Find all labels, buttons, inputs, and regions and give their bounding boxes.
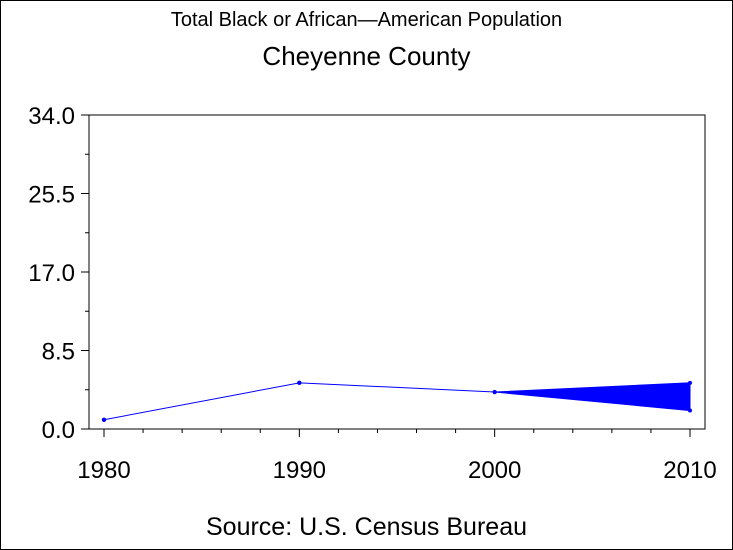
y-tick-label: 17.0 — [28, 260, 75, 287]
y-tick-label: 34.0 — [28, 103, 75, 130]
x-tick-label: 2000 — [468, 457, 521, 484]
plot-area — [88, 114, 706, 430]
y-tick-label: 25.5 — [28, 182, 75, 209]
data-point — [101, 417, 107, 422]
range-point-high — [688, 380, 692, 385]
x-tick-label: 1990 — [273, 457, 326, 484]
series-line — [103, 382, 495, 421]
chart-subtitle: Cheyenne County — [262, 41, 471, 71]
y-tick-label: 8.5 — [42, 339, 75, 366]
range-band — [494, 382, 691, 412]
x-tick-label: 1980 — [77, 457, 130, 484]
chart-title: Total Black or African—American Populati… — [170, 9, 563, 31]
data-point — [492, 389, 497, 395]
x-tick-label: 2010 — [663, 457, 716, 484]
range-point-low — [688, 408, 692, 413]
data-point — [297, 380, 302, 386]
chart-footer: Source: U.S. Census Bureau — [206, 513, 527, 541]
y-tick-label: 0.0 — [42, 417, 75, 444]
